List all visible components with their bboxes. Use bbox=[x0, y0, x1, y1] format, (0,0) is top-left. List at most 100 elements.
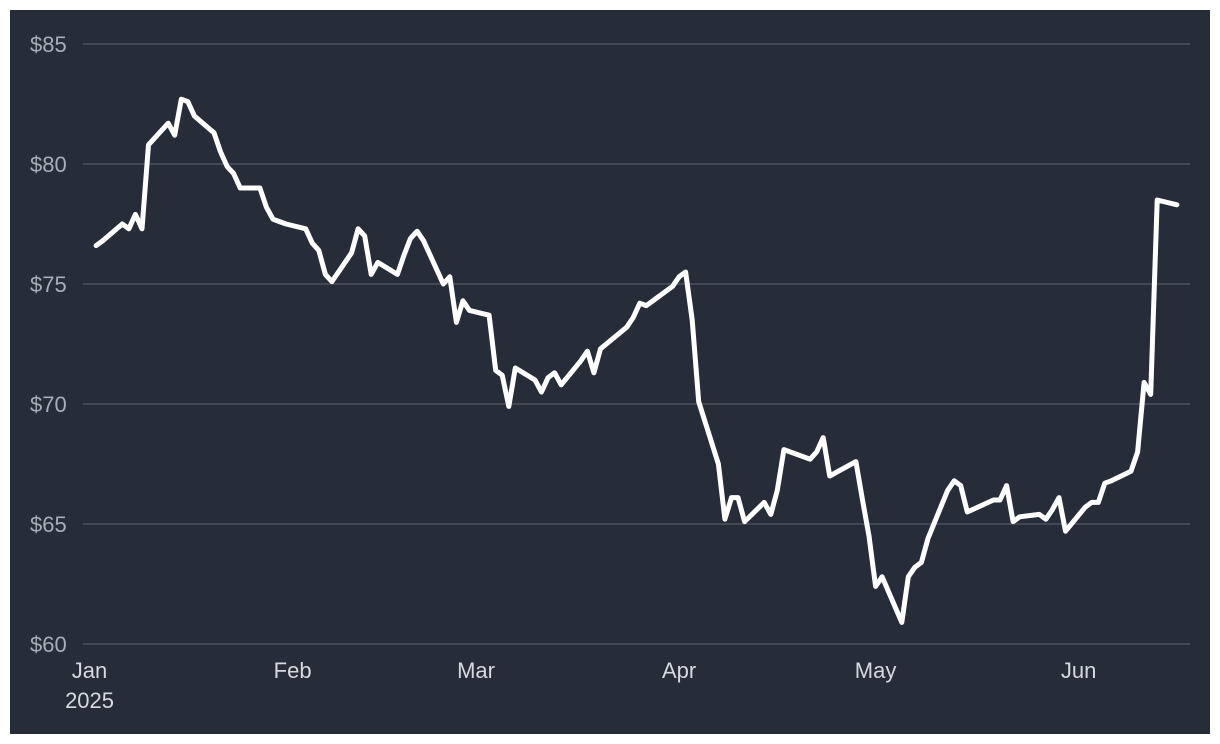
data-point bbox=[1155, 198, 1160, 203]
data-point bbox=[460, 298, 465, 303]
data-point bbox=[362, 234, 367, 239]
data-point bbox=[166, 121, 171, 126]
data-point bbox=[624, 325, 629, 330]
data-point bbox=[585, 349, 590, 354]
y-tick-label: $85 bbox=[30, 32, 67, 57]
data-point bbox=[899, 620, 904, 625]
data-point bbox=[683, 270, 688, 275]
data-point bbox=[441, 282, 446, 287]
data-point bbox=[264, 205, 269, 210]
data-point bbox=[231, 171, 236, 176]
data-point bbox=[225, 164, 230, 169]
x-tick-sublabel: 2025 bbox=[65, 688, 114, 713]
data-point bbox=[133, 212, 138, 217]
data-point bbox=[1083, 505, 1088, 510]
data-point bbox=[578, 358, 583, 363]
data-point bbox=[775, 488, 780, 493]
data-point bbox=[539, 390, 544, 395]
data-point bbox=[454, 320, 459, 325]
data-point bbox=[185, 99, 190, 104]
data-point bbox=[1050, 507, 1055, 512]
data-point bbox=[506, 404, 511, 409]
data-point bbox=[369, 272, 374, 277]
data-point bbox=[906, 574, 911, 579]
data-point bbox=[860, 498, 865, 503]
data-point bbox=[329, 279, 334, 284]
data-point bbox=[952, 478, 957, 483]
data-point bbox=[100, 238, 105, 243]
data-point bbox=[867, 534, 872, 539]
y-tick-label: $65 bbox=[30, 512, 67, 537]
data-point bbox=[644, 303, 649, 308]
data-point bbox=[1148, 392, 1153, 397]
data-point bbox=[1174, 202, 1179, 207]
data-point bbox=[690, 318, 695, 323]
data-point bbox=[218, 150, 223, 155]
data-point bbox=[120, 222, 125, 227]
data-point bbox=[853, 459, 858, 464]
data-point bbox=[172, 133, 177, 138]
data-point bbox=[356, 226, 361, 231]
data-point bbox=[421, 238, 426, 243]
data-point bbox=[1109, 478, 1114, 483]
data-point bbox=[991, 498, 996, 503]
chart-panel: $85 $80 $75 $70 $65 $60 Jan 2025 Feb Mar Apr May Ju… bbox=[10, 10, 1210, 734]
data-point bbox=[140, 226, 145, 231]
data-point bbox=[808, 457, 813, 462]
data-point bbox=[1096, 500, 1101, 505]
data-point bbox=[447, 274, 452, 279]
data-point bbox=[880, 574, 885, 579]
data-point bbox=[310, 241, 315, 246]
data-point bbox=[1057, 495, 1062, 500]
data-point bbox=[277, 219, 282, 224]
data-point bbox=[1011, 519, 1016, 524]
data-point bbox=[513, 366, 518, 371]
data-point bbox=[395, 272, 400, 277]
x-tick-label: Apr bbox=[662, 658, 696, 683]
data-point bbox=[1017, 514, 1022, 519]
y-axis: $85 $80 $75 $70 $65 $60 bbox=[30, 32, 67, 657]
data-point bbox=[179, 97, 184, 102]
data-point bbox=[958, 483, 963, 488]
data-point bbox=[212, 130, 217, 135]
data-point bbox=[1004, 483, 1009, 488]
data-point bbox=[1043, 517, 1048, 522]
x-axis: Jan 2025 Feb Mar Apr May Jun bbox=[65, 658, 1096, 713]
data-point bbox=[945, 488, 950, 493]
data-point bbox=[559, 382, 564, 387]
data-point bbox=[500, 373, 505, 378]
y-tick-label: $60 bbox=[30, 632, 67, 657]
x-tick-label: Jun bbox=[1061, 658, 1096, 683]
data-point bbox=[814, 450, 819, 455]
data-point bbox=[598, 346, 603, 351]
y-tick-label: $75 bbox=[30, 272, 67, 297]
data-point bbox=[533, 378, 538, 383]
data-point bbox=[926, 536, 931, 541]
data-point bbox=[716, 462, 721, 467]
data-point bbox=[736, 495, 741, 500]
gridlines bbox=[83, 43, 1190, 645]
data-point bbox=[965, 510, 970, 515]
data-point bbox=[677, 274, 682, 279]
data-point bbox=[1142, 380, 1147, 385]
data-point bbox=[729, 495, 734, 500]
x-tick-label: Mar bbox=[457, 658, 495, 683]
data-point bbox=[912, 565, 917, 570]
data-point bbox=[493, 368, 498, 373]
data-point bbox=[546, 375, 551, 380]
y-tick-label: $80 bbox=[30, 152, 67, 177]
data-point bbox=[408, 236, 413, 241]
data-point bbox=[284, 222, 289, 227]
data-point bbox=[722, 517, 727, 522]
data-point bbox=[126, 226, 131, 231]
series-layer bbox=[93, 96, 1180, 625]
data-point bbox=[637, 301, 642, 306]
data-point bbox=[742, 519, 747, 524]
y-tick-label: $70 bbox=[30, 392, 67, 417]
data-point bbox=[1135, 450, 1140, 455]
data-point bbox=[650, 298, 655, 303]
data-point bbox=[762, 500, 767, 505]
data-point bbox=[146, 142, 151, 147]
data-point bbox=[873, 584, 878, 589]
x-tick-label: Jan bbox=[72, 658, 107, 683]
